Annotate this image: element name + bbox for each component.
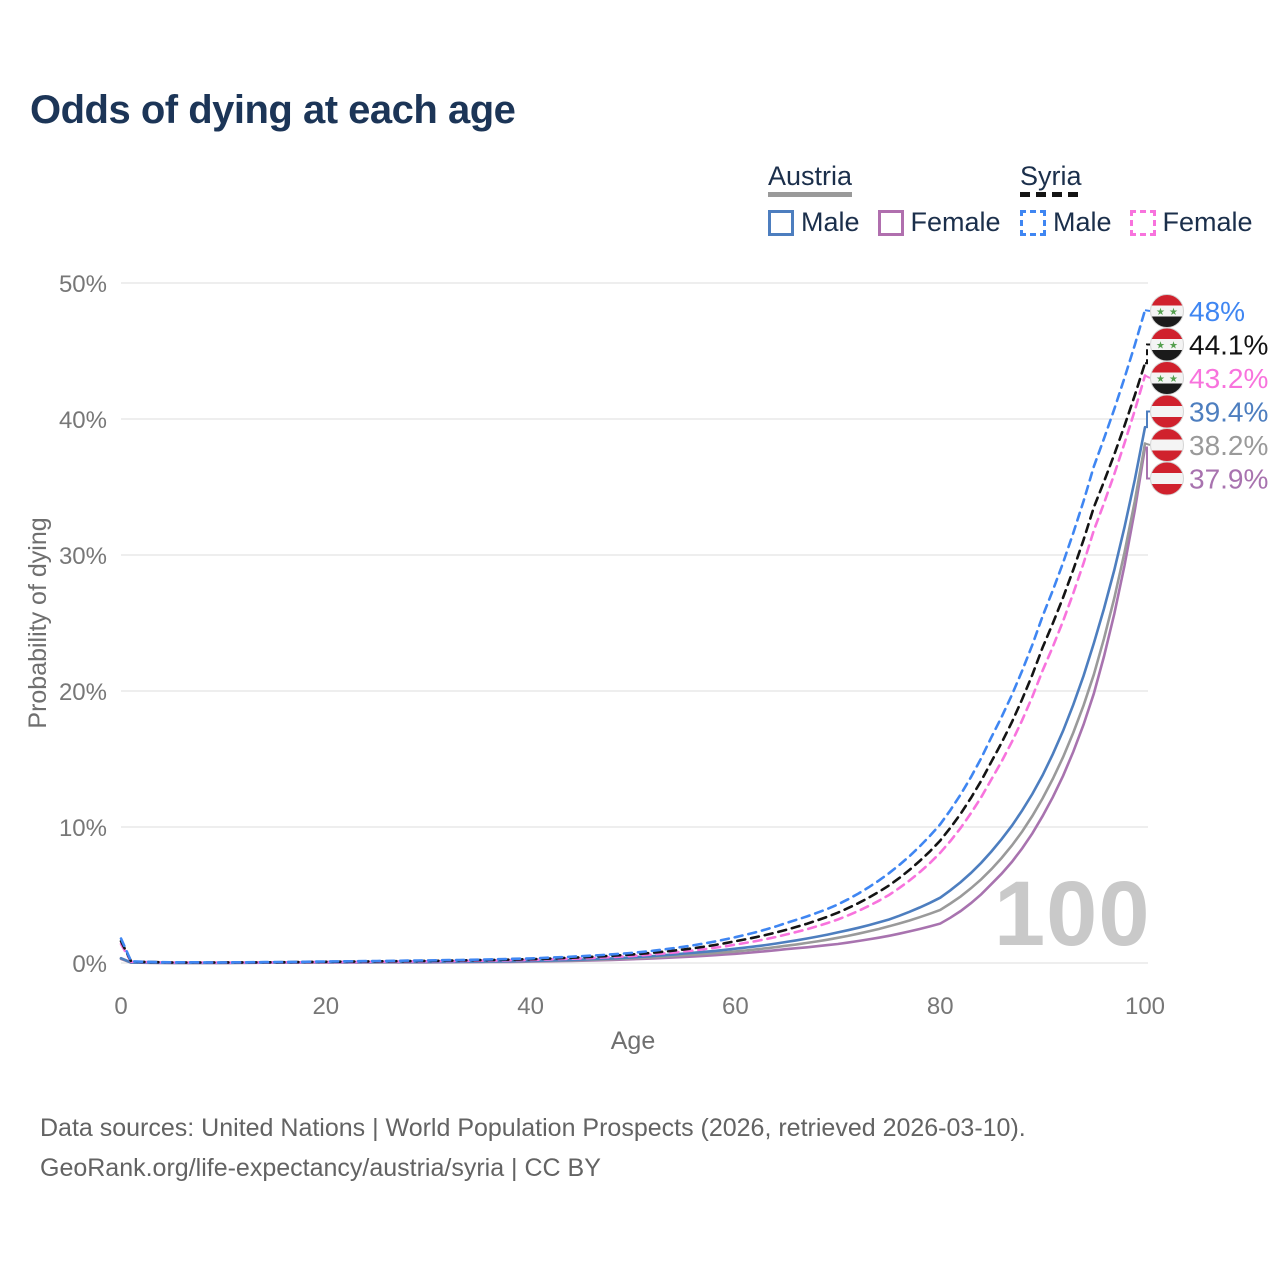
- y-tick-30%: 30%: [59, 543, 107, 570]
- syria-male-swatch: [1020, 209, 1046, 236]
- legend-label-syria-male: Male: [1053, 207, 1112, 237]
- svg-text:★: ★: [1156, 374, 1165, 385]
- x-tick-20: 20: [312, 993, 339, 1020]
- syria-line-style-swatch: [1020, 192, 1082, 197]
- label-connector-syria-male: [1144, 309, 1151, 312]
- austria-flag-icon: [1150, 461, 1184, 496]
- svg-text:★: ★: [1156, 340, 1165, 351]
- x-tick-60: 60: [722, 993, 749, 1020]
- austria-female-swatch: [877, 209, 904, 236]
- austria-line-style-swatch: [768, 192, 853, 197]
- x-axis-title: Age: [611, 1027, 655, 1055]
- syria-flag-icon: ★ ★: [1150, 327, 1184, 362]
- footer-attribution-line: GeoRank.org/life-expectancy/austria/syri…: [40, 1154, 601, 1182]
- legend-country-syria-label: Syria: [1020, 161, 1082, 191]
- legend-group-austria: Austria Male Female: [768, 162, 1001, 238]
- legend-label-austria-male: Male: [801, 207, 860, 237]
- end-label-syria-male: 48%: [1189, 296, 1245, 327]
- footer-sources-line: Data sources: United Nations | World Pop…: [40, 1114, 1026, 1142]
- end-label-austria-both-sexes: 38.2%: [1189, 430, 1268, 461]
- x-tick-40: 40: [517, 993, 544, 1020]
- legend-item-austria-male[interactable]: Male: [768, 207, 860, 238]
- svg-text:★: ★: [1169, 374, 1178, 385]
- legend-item-syria-male[interactable]: Male: [1020, 207, 1112, 238]
- x-tick-0: 0: [114, 993, 127, 1020]
- y-tick-50%: 50%: [59, 271, 107, 298]
- label-connector-austria-male: [1145, 410, 1150, 429]
- y-tick-20%: 20%: [59, 679, 107, 706]
- series-line-syria-both-sexes[interactable]: [119, 361, 1147, 964]
- svg-text:★: ★: [1169, 340, 1178, 351]
- label-connector-syria-both-sexes: [1145, 343, 1150, 365]
- legend-item-austria-female[interactable]: Female: [877, 207, 1001, 238]
- series-line-syria-female[interactable]: [119, 374, 1147, 964]
- y-axis-title: Probability of dying: [24, 517, 52, 728]
- footer: Data sources: United Nations | World Pop…: [40, 1108, 1026, 1188]
- austria-flag-icon: [1150, 428, 1184, 462]
- legend-country-syria[interactable]: Syria: [1020, 162, 1082, 197]
- austria-flag-icon: [1150, 394, 1184, 429]
- legend-label-austria-female: Female: [910, 207, 1001, 237]
- age-watermark: 100: [994, 863, 1151, 965]
- label-connector-austria-female: [1145, 446, 1150, 480]
- end-label-austria-female: 37.9%: [1189, 464, 1268, 495]
- legend-group-syria: Syria Male Female: [1020, 162, 1253, 238]
- legend-item-syria-female[interactable]: Female: [1129, 207, 1253, 238]
- end-label-syria-female: 43.2%: [1189, 363, 1268, 394]
- legend-label-syria-female: Female: [1162, 207, 1253, 237]
- x-tick-100: 100: [1125, 993, 1165, 1020]
- y-tick-40%: 40%: [59, 407, 107, 434]
- syria-flag-icon: ★ ★: [1150, 361, 1184, 395]
- page-title: Odds of dying at each age: [30, 88, 516, 132]
- y-tick-10%: 10%: [59, 815, 107, 842]
- x-tick-80: 80: [927, 993, 954, 1020]
- series-line-austria-female[interactable]: [119, 446, 1147, 965]
- austria-male-swatch: [768, 209, 794, 236]
- y-tick-0%: 0%: [72, 951, 107, 978]
- end-label-austria-male: 39.4%: [1189, 397, 1268, 428]
- series-line-syria-male[interactable]: [119, 308, 1147, 964]
- legend-country-austria-label: Austria: [768, 161, 853, 191]
- legend-country-austria[interactable]: Austria: [768, 161, 853, 197]
- end-label-syria-both-sexes: 44.1%: [1189, 330, 1268, 361]
- svg-text:★: ★: [1156, 307, 1165, 318]
- svg-text:★: ★: [1169, 307, 1178, 318]
- syria-female-swatch: [1129, 209, 1156, 236]
- syria-flag-icon: ★ ★: [1150, 294, 1184, 328]
